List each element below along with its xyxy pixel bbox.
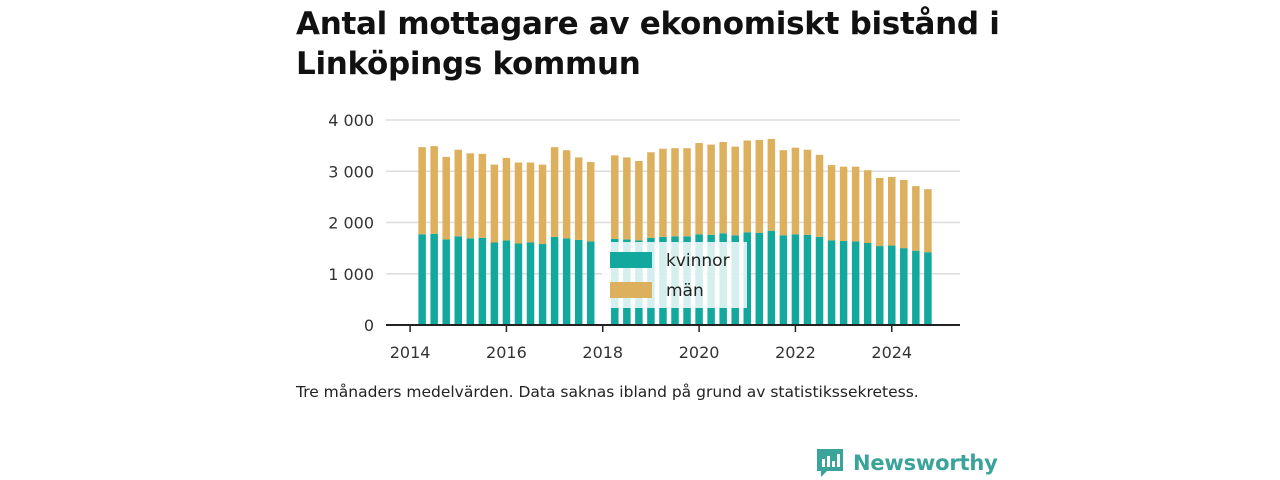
bar-man	[635, 161, 643, 241]
bar-man	[767, 138, 776, 231]
bar-kvinnor	[755, 232, 764, 325]
bar-man	[514, 162, 523, 244]
x-tick-label: 2020	[679, 343, 720, 362]
bar-kvinnor	[815, 236, 824, 325]
bar-man	[671, 148, 679, 237]
x-tick-label: 2014	[390, 343, 431, 362]
legend-swatch-man	[610, 282, 652, 298]
bar-man	[466, 153, 475, 239]
bar-man	[851, 166, 860, 242]
y-tick-label: 2 000	[328, 214, 374, 233]
bar-man	[418, 147, 426, 235]
bar-man	[695, 143, 703, 235]
bar-kvinnor	[418, 234, 426, 325]
bar-man	[719, 142, 727, 234]
bar-kvinnor	[827, 240, 836, 325]
bar-man	[611, 155, 619, 239]
brand-name: Newsworthy	[853, 451, 998, 475]
legend: kvinnor män	[602, 242, 747, 308]
bar-kvinnor	[779, 235, 788, 325]
bar-kvinnor	[924, 252, 932, 325]
bar-man	[430, 146, 438, 234]
bar-kvinnor	[478, 237, 487, 325]
bar-kvinnor	[888, 245, 896, 325]
y-tick-label: 1 000	[328, 265, 374, 284]
x-tick-label: 2022	[775, 343, 816, 362]
bar-kvinnor	[574, 239, 583, 325]
y-tick-label: 0	[364, 316, 374, 335]
x-tick-label: 2018	[582, 343, 623, 362]
bar-man	[900, 179, 908, 249]
newsworthy-logo-icon	[817, 449, 843, 477]
bar-man	[502, 157, 511, 241]
bar-man	[791, 147, 800, 235]
bar-man	[815, 154, 824, 237]
bar-kvinnor	[863, 243, 872, 325]
bar-man	[731, 146, 739, 236]
x-tick-label: 2024	[871, 343, 912, 362]
bar-man	[755, 139, 764, 233]
footnote: Tre månaders medelvärden. Data saknas ib…	[296, 383, 919, 401]
bar-man	[562, 150, 571, 239]
bar-man	[538, 164, 547, 245]
bar-man	[707, 144, 715, 235]
bar-man	[839, 166, 848, 241]
bar-kvinnor	[454, 236, 463, 325]
bar-man	[550, 147, 559, 237]
brand-logo: Newsworthy	[815, 447, 998, 479]
bar-man	[779, 150, 788, 236]
bar-man	[924, 189, 932, 253]
y-tick-label: 3 000	[328, 162, 374, 181]
bar-man	[586, 162, 595, 242]
bar-kvinnor	[550, 236, 559, 325]
bar-kvinnor	[502, 240, 511, 325]
bar-man	[442, 156, 450, 240]
bar-man	[863, 170, 872, 243]
bar-kvinnor	[912, 250, 920, 325]
legend-swatch-kvinnor	[610, 252, 652, 268]
y-tick-label: 4 000	[328, 111, 374, 130]
bar-man	[743, 140, 752, 233]
bar-kvinnor	[430, 233, 438, 325]
bar-kvinnor	[466, 238, 475, 325]
bar-kvinnor	[743, 232, 752, 325]
bar-man	[490, 164, 499, 243]
bar-kvinnor	[562, 238, 571, 325]
bar-man	[875, 177, 884, 247]
bar-kvinnor	[900, 248, 908, 325]
bar-kvinnor	[526, 242, 535, 325]
bar-kvinnor	[791, 234, 800, 325]
bar-kvinnor	[851, 241, 860, 325]
axes: 2014 2016 2018 2020 2022 2024	[386, 324, 960, 362]
bar-man	[888, 176, 896, 246]
bar-man	[683, 148, 691, 237]
bar-kvinnor	[490, 242, 499, 325]
bar-man	[478, 153, 487, 238]
bar-kvinnor	[514, 243, 523, 325]
bar-man	[454, 149, 463, 237]
bar-man	[827, 165, 836, 241]
bar-man	[647, 152, 655, 238]
bar-kvinnor	[442, 239, 450, 325]
bar-kvinnor	[875, 246, 884, 325]
x-tick-label: 2016	[486, 343, 527, 362]
bar-man	[526, 162, 535, 243]
bar-man	[659, 148, 667, 237]
legend-label-man: män	[666, 281, 704, 301]
chart-title: Antal mottagare av ekonomiskt bistånd i …	[296, 6, 1000, 82]
bar-kvinnor	[767, 230, 776, 325]
bar-kvinnor	[803, 234, 812, 325]
bar-man	[803, 149, 812, 235]
bar-man	[574, 157, 583, 240]
bar-man	[912, 186, 920, 251]
legend-label-kvinnor: kvinnor	[666, 251, 730, 271]
bar-kvinnor	[839, 240, 848, 325]
bar-man	[623, 157, 631, 240]
bar-kvinnor	[538, 244, 547, 325]
bar-kvinnor	[586, 241, 595, 325]
